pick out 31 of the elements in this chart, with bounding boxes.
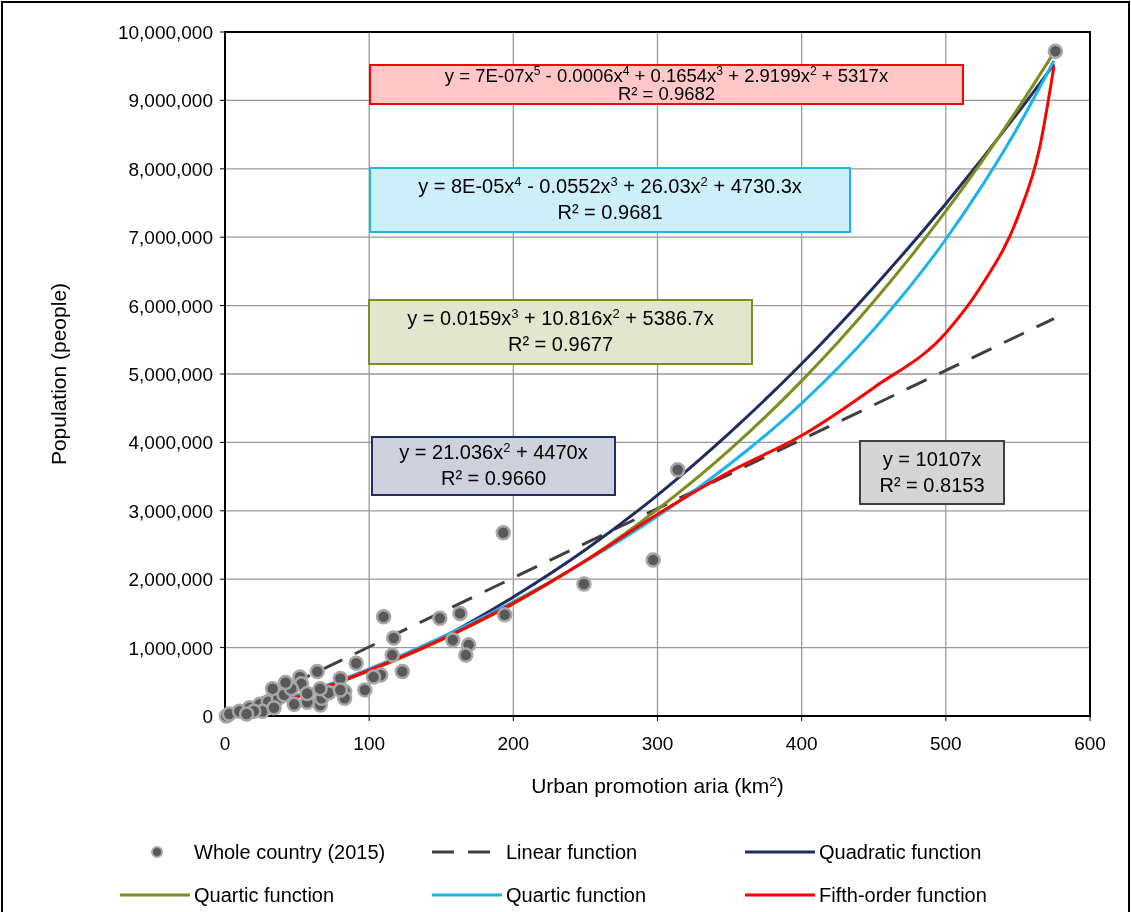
y-tick-label: 1,000,000 — [128, 637, 213, 659]
x-tick-label: 500 — [929, 733, 962, 754]
legend-label: Quartic function — [194, 884, 335, 906]
annotation: y = 21.036x$^{2}$ + 4470x R² = 0.9660 — [399, 439, 588, 489]
y-tick-label: 8,000,000 — [128, 158, 213, 180]
y-tick-label: 4,000,000 — [128, 432, 213, 454]
y-tick-label: 2,000,000 — [128, 569, 213, 591]
x-tick-label: 300 — [641, 733, 674, 754]
legend-label: Linear function — [506, 841, 638, 863]
y-tick-label: 5,000,000 — [128, 364, 213, 385]
text: y = 7E-07x$^{5}$ - 0.0006x$^{4}$ + 0.1654x$^{3}$ + 2.9199x$^{2}$ + 5317x R² = 0.9682 — [444, 63, 889, 104]
x-tick-label: 0 — [219, 733, 231, 754]
legend-label: Whole country (2015) — [194, 841, 386, 863]
y-tick-label: 9,000,000 — [128, 90, 213, 112]
y-axis-title: Population (people) — [47, 282, 70, 466]
x-tick-label: 100 — [353, 733, 386, 754]
y-tick-label: 7,000,000 — [128, 227, 213, 249]
y-tick-label: 10,000,000 — [117, 22, 213, 43]
y-tick-label: 0 — [202, 706, 213, 727]
annotation: y = 10107x R² = 0.8153 — [879, 447, 985, 496]
x-axis-title: Urban promotion aria (km$^{2}$) — [531, 773, 784, 797]
text: y = 8E-05x$^{4}$ - 0.0552x$^{3}$ + 26.03x$^{2}$ + 4730.3x R² = 0.9681 — [418, 173, 802, 223]
x-tick-label: 600 — [1074, 733, 1106, 754]
legend-label: Quartic function — [506, 884, 647, 906]
legend-label: Quadratic function — [819, 841, 982, 863]
x-tick-label: 400 — [785, 733, 818, 754]
y-tick-label: 3,000,000 — [128, 500, 213, 522]
x-tick-label: 200 — [497, 733, 530, 754]
legend-label: Fifth-order function — [819, 884, 987, 906]
y-tick-label: 6,000,000 — [128, 295, 213, 317]
annotation: y = 0.0159x$^{3}$ + 10.816x$^{2}$ + 5386.7x R² = 0.9677 — [407, 305, 714, 355]
